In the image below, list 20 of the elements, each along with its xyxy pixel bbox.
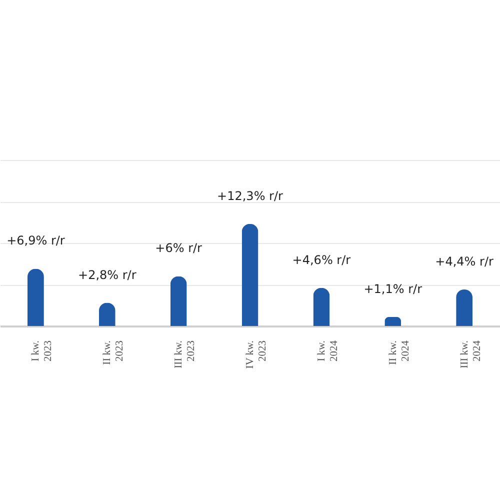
x-tick-label: I kw. 2024 bbox=[316, 340, 340, 362]
bar bbox=[313, 288, 330, 326]
bar bbox=[170, 276, 187, 326]
data-label: +4,4% r/r bbox=[435, 254, 494, 268]
x-tick-label: II kw. 2023 bbox=[102, 340, 126, 365]
bar bbox=[242, 224, 258, 326]
data-label: +2,8% r/r bbox=[78, 268, 136, 282]
bar bbox=[456, 289, 472, 326]
bar bbox=[28, 268, 44, 326]
x-tick-label: III kw. 2023 bbox=[174, 340, 198, 368]
data-label: +1,1% r/r bbox=[364, 282, 422, 296]
data-label: +6% r/r bbox=[155, 241, 202, 256]
bar bbox=[384, 316, 402, 326]
data-label: +6,9% r/r bbox=[6, 234, 65, 248]
x-tick-label: I kw. 2023 bbox=[30, 340, 54, 362]
x-tick-label: III kw. 2024 bbox=[459, 340, 483, 368]
x-tick-label: II kw. 2024 bbox=[388, 340, 412, 365]
x-tick-label: IV kw. 2023 bbox=[245, 340, 268, 369]
data-label: +4,6% r/r bbox=[292, 252, 351, 267]
data-label: +12,3% r/r bbox=[217, 188, 284, 203]
